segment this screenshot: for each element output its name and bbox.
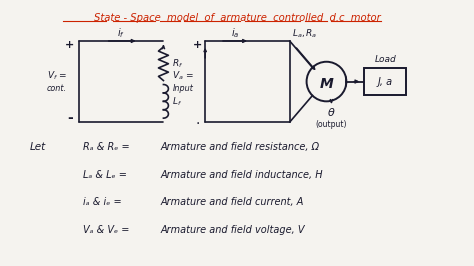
Text: cont.: cont. [47,84,67,93]
Text: $i_a$: $i_a$ [231,26,239,40]
Text: Let: Let [29,142,46,152]
Text: Armature and field inductance, H: Armature and field inductance, H [161,169,323,180]
Text: M: M [319,77,333,90]
Text: $R_f$: $R_f$ [173,57,184,70]
Text: (output): (output) [316,120,347,128]
Text: Armature and field resistance, Ω: Armature and field resistance, Ω [161,142,319,152]
Text: $V_f$ =: $V_f$ = [47,69,67,82]
Text: Vₐ & Vₑ =: Vₐ & Vₑ = [83,225,129,235]
Text: .: . [195,113,200,127]
Text: State - Space  model  of  armature  controlled  d.c  motor: State - Space model of armature controll… [94,13,380,23]
Text: J, a: J, a [378,77,392,86]
Text: $i_f$: $i_f$ [117,26,125,40]
Text: Armature and field current, A: Armature and field current, A [161,197,304,207]
Text: $L_f$: $L_f$ [173,95,182,107]
Text: +: + [192,40,202,50]
Text: Lₐ & Lₑ =: Lₐ & Lₑ = [83,169,127,180]
Text: Rₐ & Rₑ =: Rₐ & Rₑ = [83,142,129,152]
Bar [364,68,406,95]
Text: Input: Input [173,84,194,93]
Text: +: + [65,40,74,50]
Text: iₐ & iₑ =: iₐ & iₑ = [83,197,121,207]
Text: Armature and field voltage, V: Armature and field voltage, V [161,225,305,235]
Text: -: - [67,111,73,125]
Text: $L_a, R_a$: $L_a, R_a$ [292,28,317,40]
Text: Load: Load [374,55,396,64]
Text: θ: θ [328,108,335,118]
Text: $V_a$ =: $V_a$ = [173,69,194,82]
